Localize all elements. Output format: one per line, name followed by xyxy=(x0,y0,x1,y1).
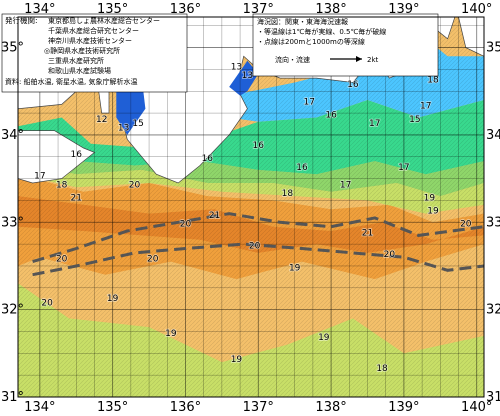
lon-tick-bottom-2: 136° xyxy=(170,400,201,415)
issuer-heading: 発行機関: xyxy=(5,15,38,25)
temp-label-7: 16 xyxy=(202,154,214,164)
lon-tick-bottom-4: 138° xyxy=(315,400,346,415)
temp-label-18: 19 xyxy=(427,207,439,217)
issuer-line-3: 神奈川県水産技術センター xyxy=(48,36,132,45)
lon-tick-top-5: 139° xyxy=(388,2,419,17)
temp-label-11: 16 xyxy=(296,163,308,173)
temp-label-30: 19 xyxy=(165,329,177,339)
lat-tick-left-2: 33° xyxy=(1,215,24,230)
lat-tick-right-1: 34° xyxy=(486,128,500,143)
temp-label-4: 17 xyxy=(304,97,315,107)
temp-label-9: 16 xyxy=(325,110,337,120)
flow-legend-label: 流向・流速 xyxy=(275,55,310,64)
temp-label-8: 16 xyxy=(253,141,265,151)
data-source-line: 資料: 船舶水温, 衛星水温, 気象庁解析水温 xyxy=(5,77,137,86)
lon-tick-bottom-6: 140° xyxy=(461,400,492,415)
isotherm-note-line: ・等温線は1℃毎が実線、0.5℃毎が破線 xyxy=(257,27,386,36)
lat-tick-right-2: 33° xyxy=(486,215,500,230)
lat-tick-left-1: 34° xyxy=(1,128,24,143)
temp-label-20: 21 xyxy=(71,193,82,203)
temp-label-32: 19 xyxy=(318,333,330,343)
temp-label-13: 21 xyxy=(209,211,220,221)
temp-label-16: 17 xyxy=(398,163,409,173)
temp-label-21: 20 xyxy=(56,255,68,265)
lat-tick-right-4: 31° xyxy=(486,390,500,405)
issuer-line-6: 和歌山県水産試験場 xyxy=(48,66,111,75)
lon-tick-top-1: 135° xyxy=(97,2,128,17)
lon-tick-top-0: 134° xyxy=(24,2,55,17)
temp-label-24: 20 xyxy=(249,241,261,251)
temp-label-14: 18 xyxy=(282,189,294,199)
issuer-line-4: ◎静岡県水産技術研究所 xyxy=(44,46,120,55)
kuroshio-axis-line xyxy=(32,212,485,277)
chart-name-line: 海況図：関東・東海海況速報 xyxy=(257,17,348,26)
lon-tick-bottom-1: 135° xyxy=(97,400,128,415)
temp-label-35: 18 xyxy=(56,180,68,190)
temp-label-5: 17 xyxy=(420,102,431,112)
temp-label-15: 17 xyxy=(340,180,351,190)
temp-label-33: 18 xyxy=(376,364,388,374)
lat-tick-right-3: 32° xyxy=(486,303,500,318)
temp-label-10: 17 xyxy=(369,119,380,129)
temp-label-3: 16 xyxy=(347,80,359,90)
lat-tick-left-4: 31° xyxy=(1,390,24,405)
issuer-info-box: 発行機関: 東京都島しょ農林水産総合センター 千葉県水産総合研究センター 神奈川… xyxy=(1,13,188,93)
temp-label-34: 17 xyxy=(34,172,45,182)
temp-label-12: 20 xyxy=(129,180,141,190)
lon-tick-top-6: 140° xyxy=(461,2,492,17)
temp-label-23: 20 xyxy=(180,220,192,230)
temp-label-19: 20 xyxy=(460,220,472,230)
isobath-note-line: ・点線は200mと1000mの等深線 xyxy=(257,37,365,46)
lon-tick-bottom-0: 134° xyxy=(24,400,55,415)
temp-label-31: 19 xyxy=(231,355,243,365)
bay-temp-label-3: 12 xyxy=(96,115,107,125)
issuer-line-1: 東京都島しょ農林水産総合センター xyxy=(48,16,160,25)
bay-temp-label-5: 15 xyxy=(132,119,143,129)
map-frame xyxy=(17,16,485,398)
temp-label-36: 16 xyxy=(71,150,83,160)
kuroshio-axis-1 xyxy=(32,212,485,264)
lat-tick-left-3: 32° xyxy=(1,303,24,318)
lon-tick-bottom-3: 137° xyxy=(243,400,274,415)
lon-tick-top-4: 138° xyxy=(315,2,346,17)
issuer-line-2: 千葉県水産総合研究センター xyxy=(48,26,139,35)
temp-label-26: 20 xyxy=(384,250,396,260)
temp-label-27: 19 xyxy=(289,263,301,273)
issuer-line-5: 三重県水産研究所 xyxy=(48,56,104,65)
bay-temp-label-0: 13 xyxy=(231,62,242,72)
lat-tick-left-0: 35° xyxy=(1,41,24,56)
bay-temp-label-4: 13 xyxy=(118,124,129,134)
flow-arrow-head xyxy=(356,56,362,62)
bay-temp-label-1: 13 xyxy=(242,71,253,81)
legend-info-box: 海況図：関東・東海海況速報 ・等温線は1℃毎が実線、0.5℃毎が破線 ・点線は2… xyxy=(252,13,439,77)
temp-label-28: 19 xyxy=(107,294,119,304)
temp-label-25: 21 xyxy=(362,228,373,238)
temp-label-6: 18 xyxy=(427,76,439,86)
lat-tick-right-0: 35° xyxy=(486,41,500,56)
lon-tick-top-3: 137° xyxy=(243,2,274,17)
temp-label-22: 20 xyxy=(147,255,159,265)
temp-label-17: 19 xyxy=(424,193,436,203)
kuroshio-axis-2 xyxy=(32,242,485,277)
flow-legend-value: 2kt xyxy=(367,56,379,64)
temp-label-29: 20 xyxy=(41,298,53,308)
lon-tick-top-2: 136° xyxy=(170,2,201,17)
temp-label-1: 15 xyxy=(409,115,420,125)
lon-tick-bottom-5: 139° xyxy=(388,400,419,415)
